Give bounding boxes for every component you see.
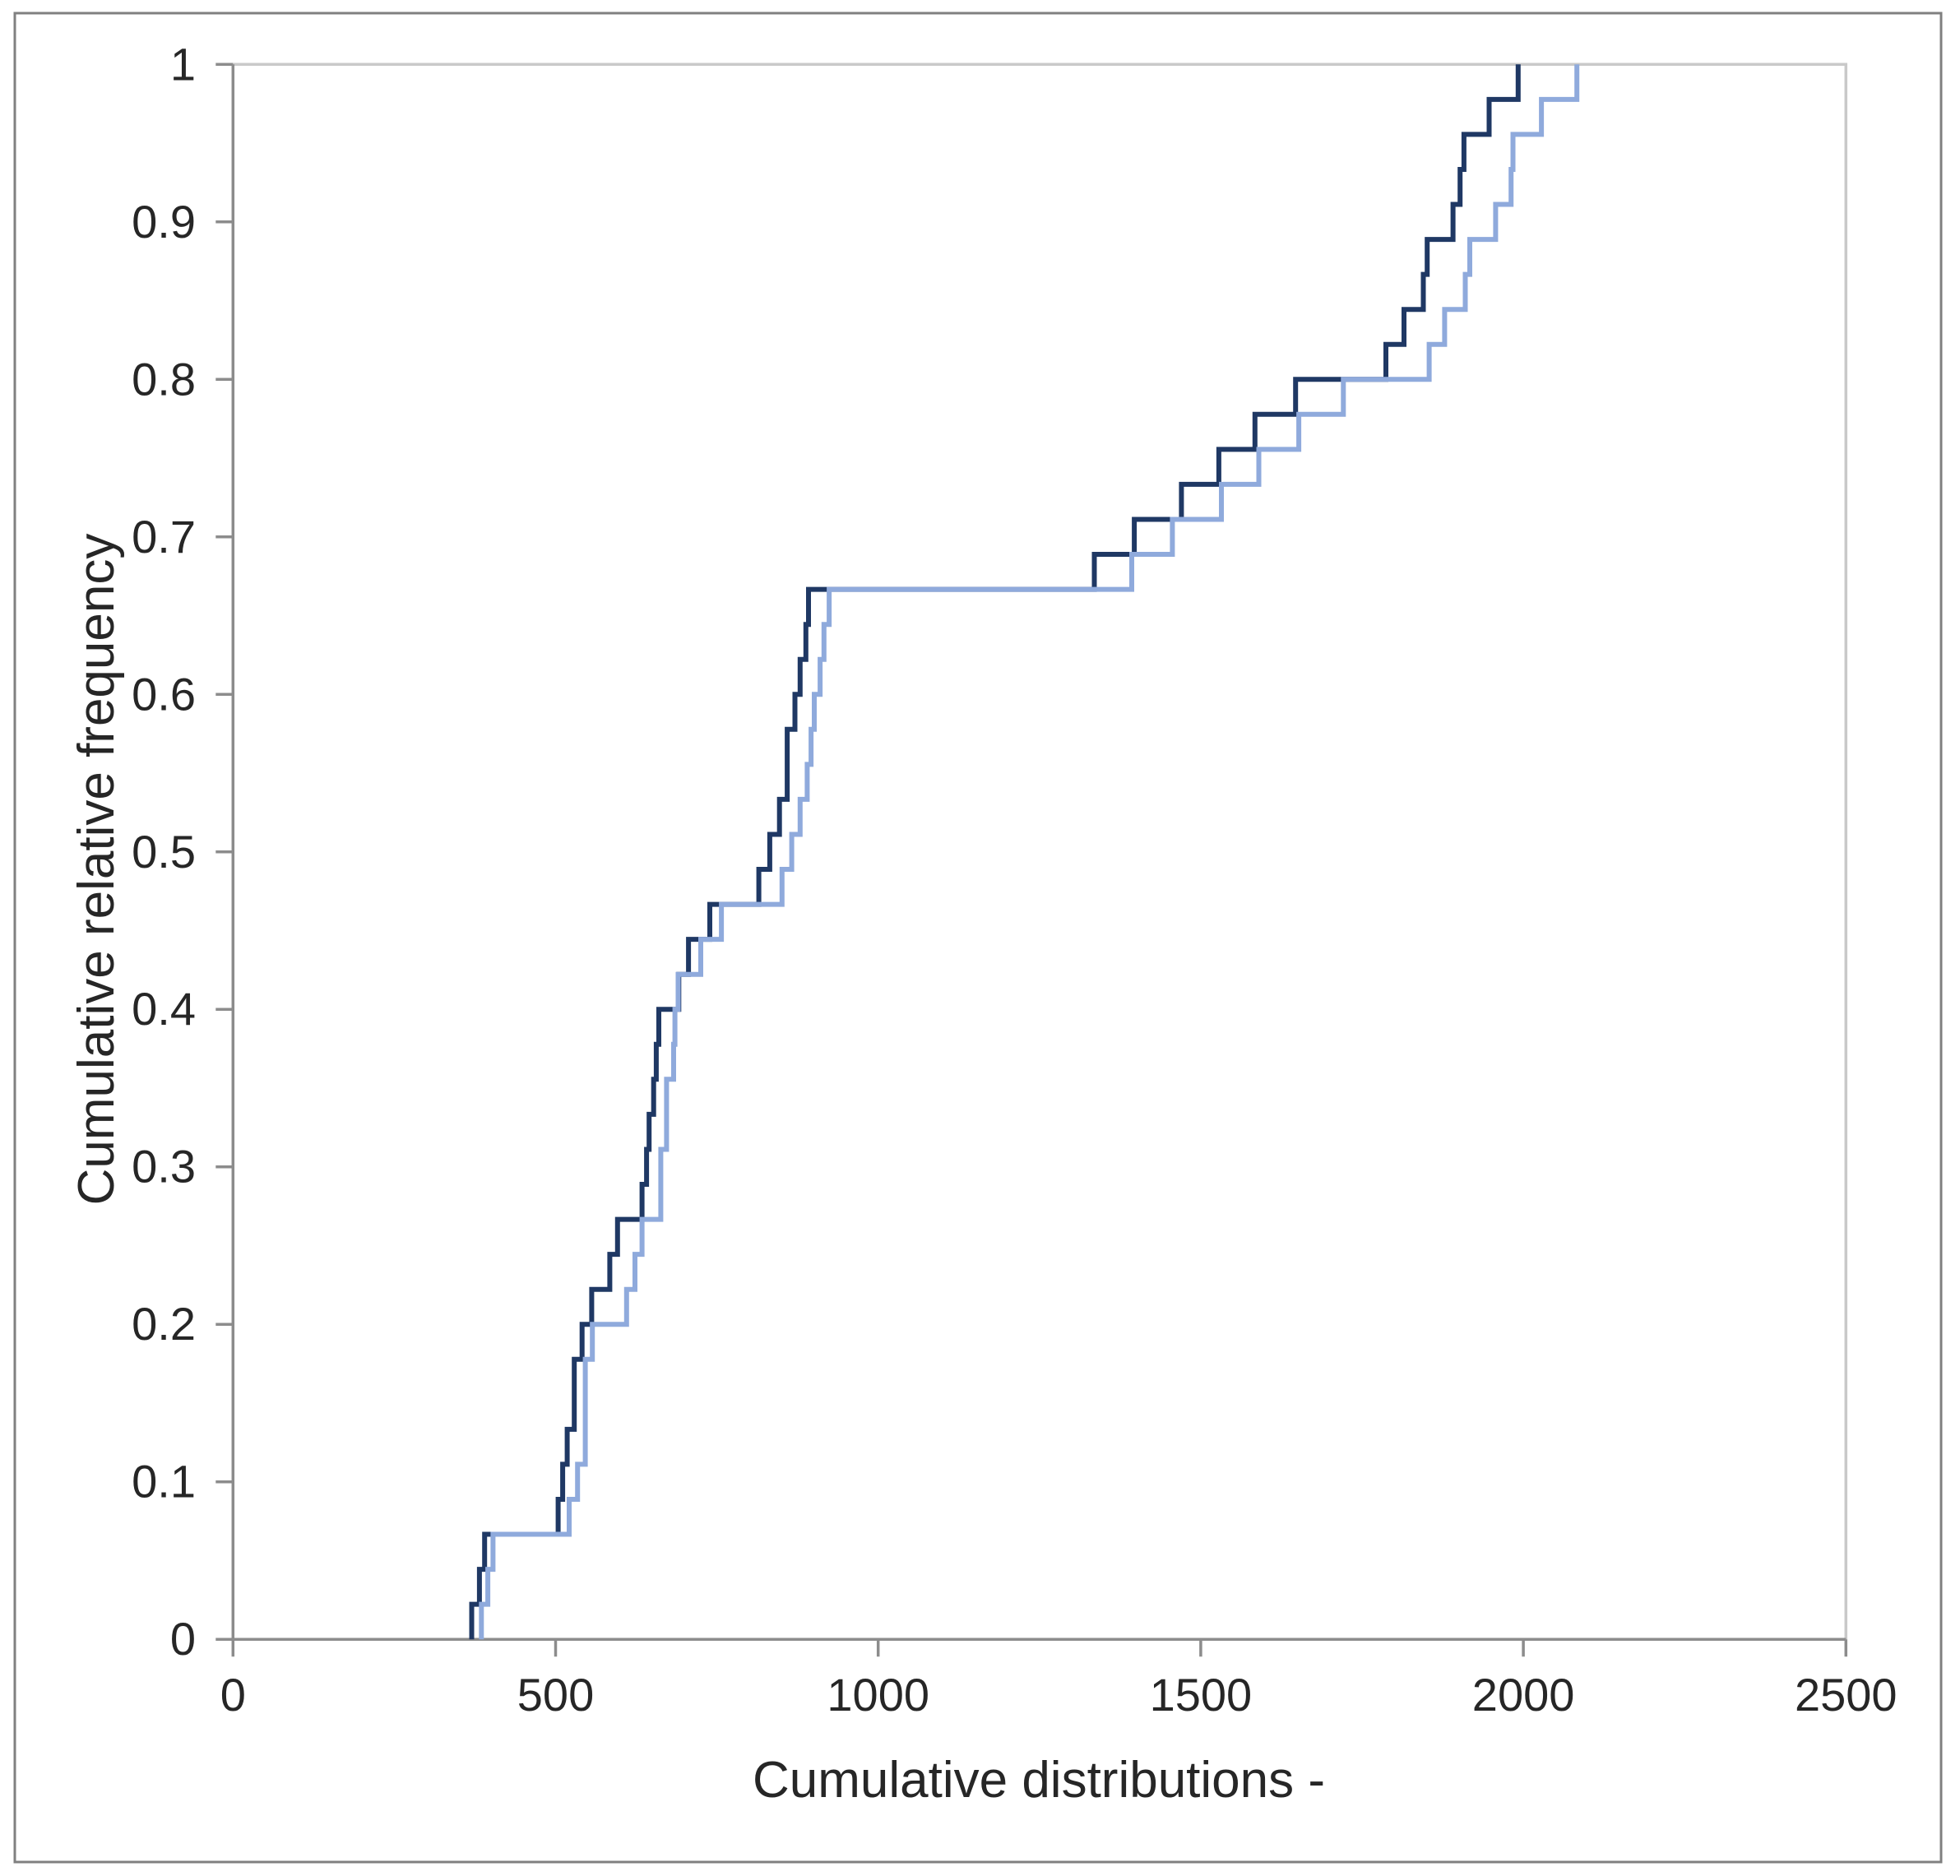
x-tick-label-500: 500 — [517, 1669, 594, 1721]
x-tick-label-0: 0 — [220, 1669, 246, 1721]
axis-tick-marks — [215, 63, 1848, 1657]
x-axis-title: Cumulative distributions - — [753, 1752, 1325, 1809]
y-tick-label-0.3: 0.3 — [132, 1141, 196, 1193]
y-tick-label-0.5: 0.5 — [132, 826, 196, 878]
x-tick-label-2000: 2000 — [1472, 1669, 1575, 1721]
y-tick-label-1: 1 — [170, 38, 196, 90]
y-tick-label-0.4: 0.4 — [132, 983, 196, 1035]
y-tick-label-0: 0 — [170, 1613, 196, 1665]
y-axis-title: Cumulative relative frequency — [68, 534, 125, 1206]
y-tick-label-0.1: 0.1 — [132, 1456, 196, 1508]
y-tick-label-0.7: 0.7 — [132, 511, 196, 563]
y-tick-label-0.2: 0.2 — [132, 1298, 196, 1350]
x-tick-label-1000: 1000 — [827, 1669, 929, 1721]
plot-area-border — [233, 63, 1848, 1640]
y-axis-tick-labels: 0 0.1 0.2 0.3 0.4 0.5 0.6 0.7 0.8 0.9 1 — [132, 38, 196, 1665]
x-tick-label-1500: 1500 — [1150, 1669, 1253, 1721]
axis-lines — [231, 64, 1846, 1641]
y-tick-label-0.8: 0.8 — [132, 353, 196, 405]
series-light-blue-step-line — [479, 64, 1580, 1640]
series-dark-blue-step-line — [469, 64, 1521, 1640]
x-tick-label-2500: 2500 — [1795, 1669, 1897, 1721]
figure-border — [13, 12, 1943, 1864]
y-tick-label-0.9: 0.9 — [132, 196, 196, 248]
y-tick-label-0.6: 0.6 — [132, 668, 196, 720]
x-axis-tick-labels: 0 500 1000 1500 2000 2500 — [220, 1669, 1897, 1721]
